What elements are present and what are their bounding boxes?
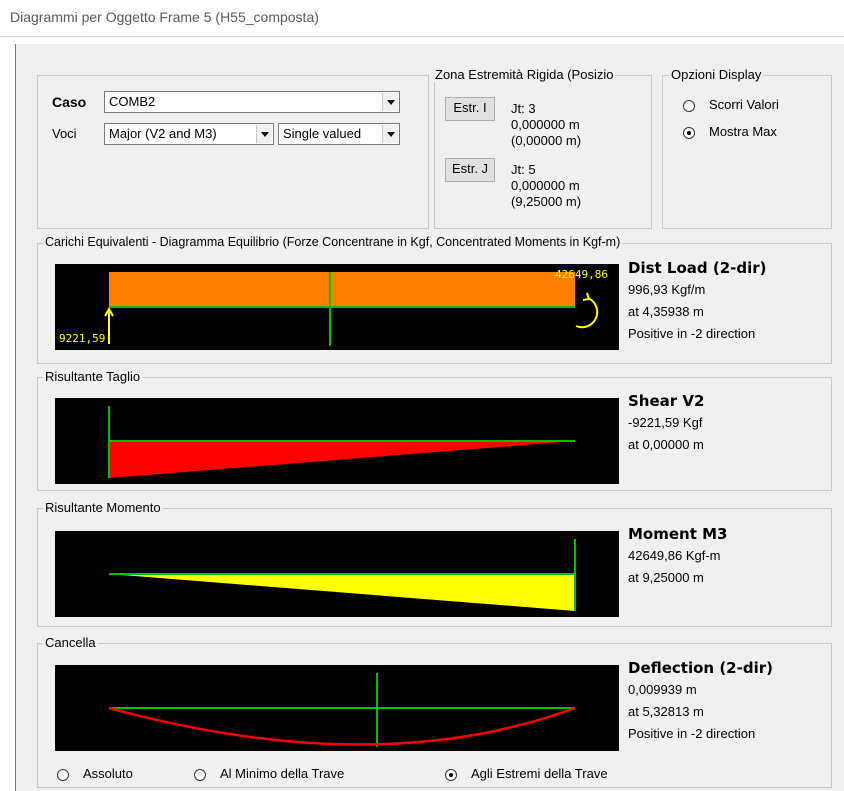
shear-legend: Risultante Taglio xyxy=(43,369,143,384)
loads-legend: Carichi Equivalenti - Diagramma Equilibr… xyxy=(43,235,623,249)
deflection-diagram-graphic xyxy=(108,673,576,747)
window-title: Diagrammi per Oggetto Frame 5 (H55_compo… xyxy=(10,9,319,25)
shear-info-value: -9221,59 Kgf xyxy=(628,415,703,430)
title-bar: Diagrammi per Oggetto Frame 5 (H55_compo… xyxy=(0,0,844,37)
valued-select-value: Single valued xyxy=(283,126,362,141)
chevron-down-icon[interactable] xyxy=(256,125,272,143)
moment-info-value: 42649,86 Kgf-m xyxy=(628,548,721,563)
moment-fill xyxy=(109,574,575,611)
valued-select[interactable]: Single valued xyxy=(278,123,400,145)
radio-scorri-valori[interactable] xyxy=(683,100,695,112)
end-j-offset: 0,000000 m xyxy=(511,178,580,193)
voci-label: Voci xyxy=(52,126,77,141)
caso-select-value: COMB2 xyxy=(109,94,156,109)
end-i-position: (0,00000 m) xyxy=(511,133,582,148)
rigid-zone-legend: Zona Estremità Rigida (Posizio xyxy=(433,67,616,82)
deflection-curve xyxy=(108,706,576,746)
radio-mostra-max[interactable] xyxy=(683,127,695,139)
loads-info-location: at 4,35938 m xyxy=(628,304,704,319)
chevron-down-icon[interactable] xyxy=(382,93,398,111)
deflection-legend: Cancella xyxy=(43,635,98,650)
loads-info-direction: Positive in -2 direction xyxy=(628,326,756,341)
end-i-offset: 0,000000 m xyxy=(511,117,580,132)
al-minimo-label[interactable]: Al Minimo della Trave xyxy=(220,766,345,781)
shear-diagram xyxy=(55,398,619,484)
rigid-zone-group: Zona Estremità Rigida (Posizio Estr. I J… xyxy=(433,67,652,229)
end-j-joint: Jt: 5 xyxy=(511,162,536,177)
shear-group: Risultante Taglio Shear V2 -9221,59 Kgf … xyxy=(37,369,832,491)
moment-legend: Risultante Momento xyxy=(43,500,163,515)
moment-diagram-graphic xyxy=(109,539,576,611)
shear-diagram-graphic xyxy=(108,406,575,478)
deflection-group: Cancella Deflection (2-dir) 0,009939 m a… xyxy=(37,635,832,788)
moment-arrowhead-icon xyxy=(582,292,591,301)
case-group: Caso COMB2 Voci Major (V2 and M3) Single… xyxy=(37,75,429,229)
loads-info-title: Dist Load (2-dir) xyxy=(628,259,767,277)
radio-agli-estremi[interactable] xyxy=(445,769,457,781)
voci-select[interactable]: Major (V2 and M3) xyxy=(104,123,274,145)
agli-estremi-label[interactable]: Agli Estremi della Trave xyxy=(471,766,608,781)
radio-assoluto[interactable] xyxy=(57,769,69,781)
shear-info-title: Shear V2 xyxy=(628,392,705,410)
end-j-position: (9,25000 m) xyxy=(511,194,582,209)
caso-label: Caso xyxy=(52,94,87,110)
loads-group: Carichi Equivalenti - Diagramma Equilibr… xyxy=(37,235,832,364)
display-options-group: Opzioni Display Scorri Valori Mostra Max xyxy=(662,67,832,229)
deflection-info-location: at 5,32813 m xyxy=(628,704,704,719)
deflection-info-direction: Positive in -2 direction xyxy=(628,726,756,741)
moment-info-title: Moment M3 xyxy=(628,525,728,543)
end-i-button[interactable]: Estr. I xyxy=(445,97,495,121)
moment-group: Risultante Momento Moment M3 42649,86 Kg… xyxy=(37,500,832,627)
loads-diagram: 9221,59 42649,86 xyxy=(55,264,619,350)
shear-fill xyxy=(109,441,575,478)
voci-select-value: Major (V2 and M3) xyxy=(109,126,217,141)
moment-info-location: at 9,25000 m xyxy=(628,570,704,585)
shear-info-location: at 0,00000 m xyxy=(628,437,704,452)
deflection-info-title: Deflection (2-dir) xyxy=(628,659,773,677)
loads-diagram-graphic xyxy=(104,272,599,346)
radio-al-minimo[interactable] xyxy=(194,769,206,781)
loads-info-value: 996,93 Kgf/m xyxy=(628,282,706,297)
end-j-button[interactable]: Estr. J xyxy=(445,158,495,182)
deflection-info-value: 0,009939 m xyxy=(628,682,697,697)
deflection-diagram xyxy=(55,665,619,751)
caso-select[interactable]: COMB2 xyxy=(104,91,400,113)
display-options-legend: Opzioni Display xyxy=(669,67,764,82)
assoluto-label[interactable]: Assoluto xyxy=(83,766,133,781)
distributed-load-fill xyxy=(109,272,575,307)
reaction-arrowhead-icon xyxy=(104,306,114,317)
dialog-body: Caso COMB2 Voci Major (V2 and M3) Single… xyxy=(15,44,844,791)
chevron-down-icon[interactable] xyxy=(382,125,398,143)
moment-arrow-icon xyxy=(575,297,599,329)
mostra-max-label[interactable]: Mostra Max xyxy=(709,124,777,139)
right-moment-value: 42649,86 xyxy=(555,268,608,281)
end-i-joint: Jt: 3 xyxy=(511,101,536,116)
left-reaction-value: 9221,59 xyxy=(59,332,106,345)
moment-diagram xyxy=(55,531,619,617)
scorri-valori-label[interactable]: Scorri Valori xyxy=(709,97,779,112)
